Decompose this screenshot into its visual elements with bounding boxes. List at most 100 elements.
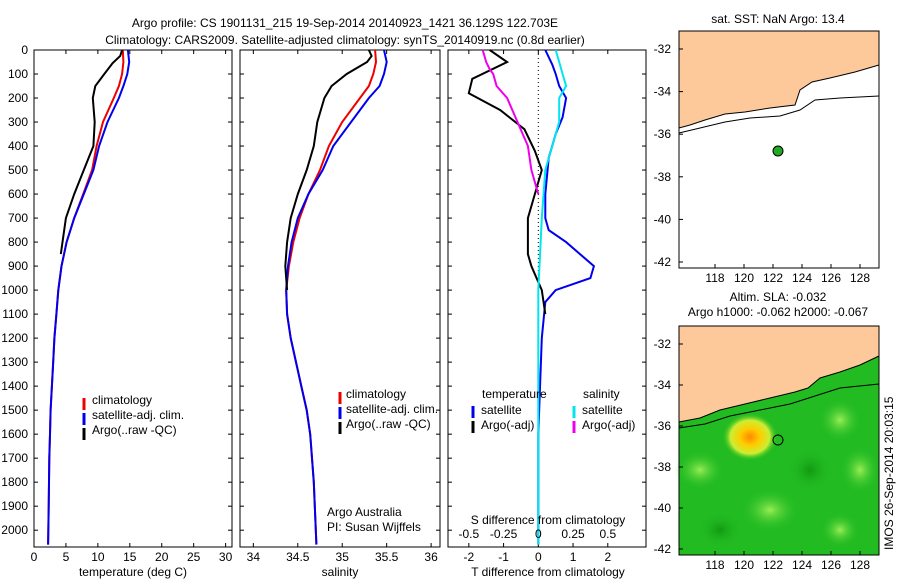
figure-title-line2: Climatology: CARS2009. Satellite-adjuste… xyxy=(105,33,585,47)
x-tick-label: 1 xyxy=(570,550,577,564)
sst-map-isobath xyxy=(678,95,880,134)
temp-legend-argo: Argo(..raw -QC) xyxy=(92,423,177,437)
difference-legend: temperature satellite Argo(-adj) salinit… xyxy=(471,387,635,433)
salinity-axes-box xyxy=(239,49,441,548)
sal-legend-clim: climatology xyxy=(346,387,406,401)
difference-toplabel: S difference from climatology xyxy=(471,513,626,527)
figure-title-line1: Argo profile: CS 1901131_215 19-Sep-2014… xyxy=(132,16,558,30)
temp-legend-clim: climatology xyxy=(92,393,152,407)
depth-tick-label: 1000 xyxy=(1,283,28,297)
depth-tick-label: 700 xyxy=(8,211,28,225)
series-line xyxy=(47,49,131,545)
diff-legend-temp-argo: Argo(-adj) xyxy=(481,418,534,432)
lon-tick-label: 128 xyxy=(850,558,870,572)
temp-legend-sat: satellite-adj. clim. xyxy=(92,408,184,422)
series-line xyxy=(285,49,388,545)
x-tick-label: 15 xyxy=(123,550,137,564)
series-line xyxy=(537,49,596,545)
x-tick-label: 25 xyxy=(187,550,201,564)
x-tick-label: 2 xyxy=(604,550,611,564)
lon-tick-label: 120 xyxy=(734,271,754,285)
difference-xlabel: T difference from climatology xyxy=(471,565,625,579)
diff-legend-sal-sat: satellite xyxy=(582,403,623,417)
depth-tick-label: 500 xyxy=(8,163,28,177)
depth-tick-label: 1900 xyxy=(1,499,28,513)
x-tick-label: 10 xyxy=(91,550,105,564)
depth-tick-label: 800 xyxy=(8,235,28,249)
series-line xyxy=(467,49,547,315)
depth-tick-label: 1700 xyxy=(1,451,28,465)
depth-tick-label: 1600 xyxy=(1,427,28,441)
temperature-panel: 0 5 10 15 20 25 30 temperature (deg C) climato… xyxy=(31,49,233,579)
depth-tick-label: 400 xyxy=(8,139,28,153)
series-line xyxy=(59,49,124,255)
x-tick-label: 35.5 xyxy=(375,550,399,564)
lon-tick-label: 122 xyxy=(763,271,783,285)
sla-map-anomalies xyxy=(675,398,880,548)
x-tick-label: 34.5 xyxy=(286,550,310,564)
difference-axes-box xyxy=(447,49,647,548)
depth-tick-label: 100 xyxy=(8,67,28,81)
sst-map-land xyxy=(678,30,880,129)
sst-map-argo-marker xyxy=(772,145,784,157)
lat-tick-label: -38 xyxy=(654,460,672,474)
sla-map-title-1: Altim. SLA: -0.032 xyxy=(730,290,827,304)
lon-tick-label: 120 xyxy=(734,558,754,572)
x-tick-label: 0 xyxy=(535,550,542,564)
depth-tick-label: 1100 xyxy=(2,307,28,321)
temperature-xlabel: temperature (deg C) xyxy=(79,565,187,579)
depth-tick-label: 1300 xyxy=(1,355,28,369)
temperature-legend: climatology satellite-adj. clim. Argo(..… xyxy=(82,393,184,440)
depth-tick-label: 300 xyxy=(8,115,28,129)
series-line xyxy=(284,49,373,291)
salinity-annotation-1: Argo Australia xyxy=(327,505,402,519)
lon-tick-label: 126 xyxy=(821,558,841,572)
salinity-legend: climatology satellite-adj. clim. Argo(..… xyxy=(338,387,438,434)
x-tick-label: 20 xyxy=(155,550,169,564)
series-line xyxy=(481,49,540,195)
diff-legend-temp-title: temperature xyxy=(482,387,547,401)
depth-tick-label: 0 xyxy=(21,43,28,57)
depth-tick-label: 2000 xyxy=(1,523,28,537)
x-tick-label: 5 xyxy=(63,550,70,564)
lon-tick-label: 124 xyxy=(792,558,812,572)
x-tick-label: 35 xyxy=(336,550,350,564)
lat-tick-label: -40 xyxy=(654,212,672,226)
sst-map-title: sat. SST: NaN Argo: 13.4 xyxy=(711,12,845,26)
top-tick-label: -0.5 xyxy=(458,527,479,541)
depth-tick-label: 600 xyxy=(8,187,28,201)
depth-tick-label: 1500 xyxy=(1,403,28,417)
imos-stamp: IMOS 26-Sep-2014 20:03:15 xyxy=(882,396,896,550)
sal-legend-argo: Argo(..raw -QC) xyxy=(346,417,431,431)
depth-tick-label: 200 xyxy=(8,91,28,105)
difference-panel: -2 -1 0 1 2 S difference from climatology -0… xyxy=(447,49,647,579)
x-tick-label: 0 xyxy=(31,550,38,564)
top-tick-label: -0.25 xyxy=(490,527,518,541)
lat-tick-label: -42 xyxy=(654,542,672,556)
top-tick-label: 0.25 xyxy=(561,527,585,541)
x-tick-label: 34 xyxy=(247,550,261,564)
sla-map-argo-marker xyxy=(772,434,784,446)
lon-tick-label: 122 xyxy=(763,558,783,572)
salinity-annotation-2: PI: Susan Wijffels xyxy=(327,520,421,534)
salinity-xlabel: salinity xyxy=(322,565,359,579)
sal-legend-sat: satellite-adj. clim. xyxy=(346,402,438,416)
lon-tick-label: 126 xyxy=(821,271,841,285)
lat-tick-label: -32 xyxy=(654,42,672,56)
depth-tick-label: 900 xyxy=(8,259,28,273)
diff-legend-temp-sat: satellite xyxy=(481,403,522,417)
x-tick-label: 36 xyxy=(424,550,438,564)
top-tick-label: 0.5 xyxy=(599,527,616,541)
sla-map: Altim. SLA: -0.032 Argo h1000: -0.062 h2… xyxy=(654,290,880,572)
depth-tick-label: 1800 xyxy=(1,475,28,489)
diff-legend-sal-argo: Argo(-adj) xyxy=(582,418,635,432)
sla-map-title-2: Argo h1000: -0.062 h2000: -0.067 xyxy=(688,305,868,319)
x-tick-label: -2 xyxy=(464,550,475,564)
lat-tick-label: -36 xyxy=(654,419,672,433)
lat-tick-label: -42 xyxy=(654,255,672,269)
series-line xyxy=(537,49,568,545)
salinity-panel: 34 34.5 35 35.5 36 salinity climatology sate… xyxy=(239,49,441,579)
depth-tick-label: 1200 xyxy=(1,331,28,345)
lat-tick-label: -34 xyxy=(654,378,672,392)
